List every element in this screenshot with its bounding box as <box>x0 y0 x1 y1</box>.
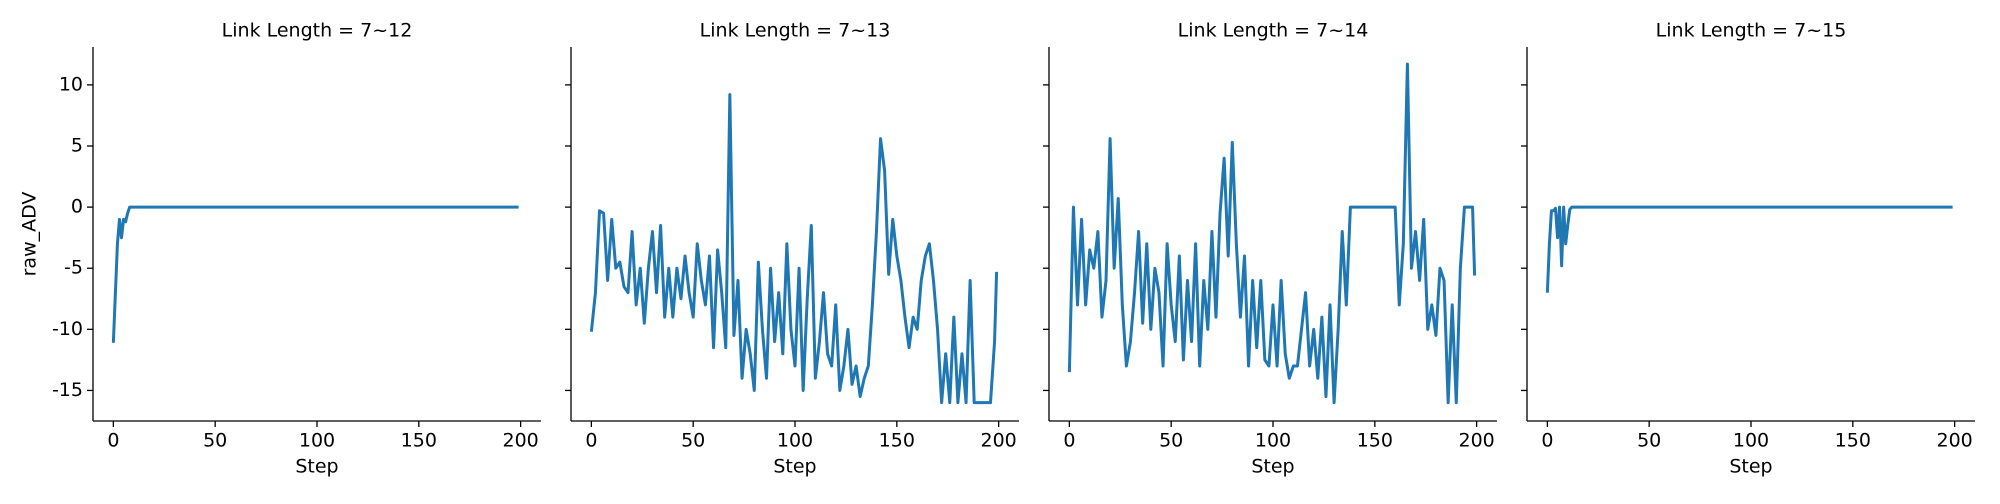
x-tick-label: 0 <box>585 430 597 452</box>
panel-title: Link Length = 7~14 <box>1178 20 1369 42</box>
x-tick-label: 50 <box>203 430 227 452</box>
x-axis-label: Step <box>295 456 338 478</box>
panel-title: Link Length = 7~13 <box>700 20 891 42</box>
x-axis-label: Step <box>773 456 816 478</box>
x-tick-label: 100 <box>1733 430 1769 452</box>
x-tick-label: 0 <box>1541 430 1553 452</box>
x-tick-label: 150 <box>1835 430 1871 452</box>
x-tick-label: 50 <box>1637 430 1661 452</box>
x-tick-label: 200 <box>1937 430 1973 452</box>
x-axis-label: Step <box>1251 456 1294 478</box>
x-axis-label: Step <box>1729 456 1772 478</box>
x-tick-label: 150 <box>1357 430 1393 452</box>
x-tick-label: 50 <box>1159 430 1183 452</box>
x-tick-label: 100 <box>299 430 335 452</box>
x-tick-label: 0 <box>107 430 119 452</box>
x-tick-label: 150 <box>879 430 915 452</box>
x-tick-label: 0 <box>1063 430 1075 452</box>
x-tick-label: 100 <box>1255 430 1291 452</box>
data-line <box>111 205 519 343</box>
x-tick-label: 200 <box>981 430 1017 452</box>
y-tick-label: 0 <box>71 196 83 218</box>
x-tick-label: 50 <box>681 430 705 452</box>
x-tick-label: 100 <box>777 430 813 452</box>
y-tick-label: 10 <box>59 73 83 95</box>
y-tick-label: 5 <box>71 135 83 157</box>
x-tick-label: 150 <box>401 430 437 452</box>
y-axis-label: raw_ADV <box>19 192 41 277</box>
panel-title: Link Length = 7~12 <box>222 20 413 42</box>
y-tick-label: -10 <box>52 318 83 340</box>
data-line <box>1545 205 1953 293</box>
x-tick-label: 200 <box>503 430 539 452</box>
x-tick-label: 200 <box>1459 430 1495 452</box>
data-line <box>1067 62 1477 405</box>
data-line <box>589 93 999 405</box>
y-tick-label: -15 <box>52 379 83 401</box>
y-tick-label: -5 <box>64 257 83 279</box>
panel-title: Link Length = 7~15 <box>1656 20 1847 42</box>
